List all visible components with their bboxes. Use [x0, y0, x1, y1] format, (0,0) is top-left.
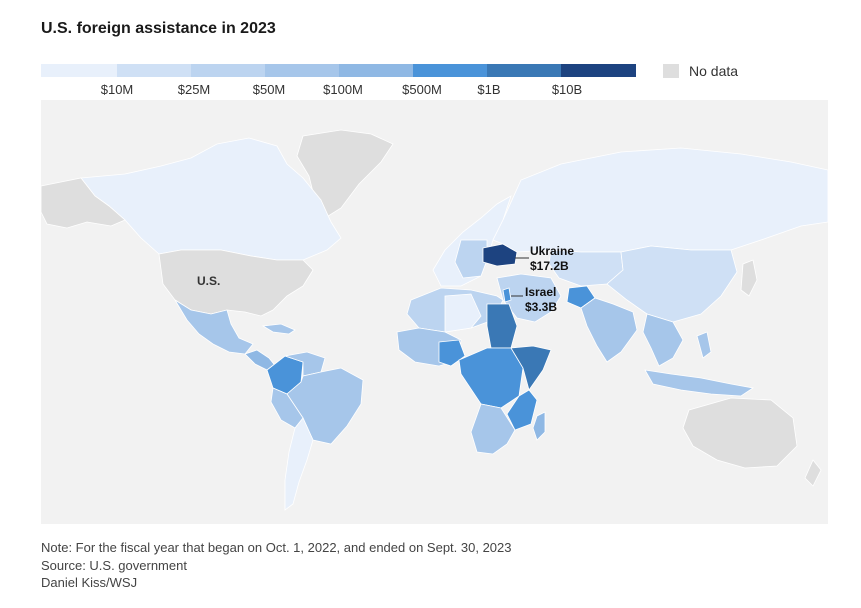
legend-tick: $10B [551, 82, 583, 97]
world-map: U.S. Ukraine $17.2B Israel $3.3B [41, 100, 828, 524]
region-nigeria [438, 339, 466, 367]
region-israel [502, 287, 512, 303]
credit-text: Daniel Kiss/WSJ [41, 575, 138, 590]
israel-name-label: Israel [525, 285, 557, 299]
region-eastern-europe [454, 239, 488, 279]
region-southern-africa [470, 403, 516, 455]
region-japan [740, 259, 758, 297]
legend-bin-8 [561, 64, 636, 77]
usa-label: U.S. [197, 274, 221, 288]
legend-bin-1 [41, 64, 117, 77]
legend-bin-7 [487, 64, 561, 77]
region-caribbean [261, 323, 296, 335]
legend-tick: $50M [252, 82, 286, 97]
region-libya [444, 293, 482, 333]
legend-bin-2 [117, 64, 191, 77]
legend-bin-6 [413, 64, 487, 77]
no-data-label: No data [689, 63, 739, 79]
chart-footnotes: Note: For the fiscal year that began on … [41, 539, 512, 592]
source-text: Source: U.S. government [41, 557, 187, 573]
legend-tick: $10M [100, 82, 134, 97]
world-map-svg [41, 129, 828, 511]
region-southeast-asia [642, 313, 684, 367]
chart-title: U.S. foreign assistance in 2023 [41, 20, 276, 37]
region-alaska [41, 177, 126, 229]
region-east-africa [506, 389, 538, 431]
no-data-swatch [663, 64, 679, 78]
region-greenland [296, 129, 394, 219]
region-china [606, 245, 738, 323]
region-canada [80, 137, 342, 261]
region-madagascar [532, 411, 546, 441]
region-indonesia [644, 369, 755, 397]
region-new-zealand [804, 459, 822, 487]
legend-bin-4 [265, 64, 339, 77]
legend-tick: $100M [323, 82, 363, 97]
region-central-africa [458, 347, 524, 409]
region-philippines [696, 331, 712, 359]
ukraine-name-label: Ukraine [530, 244, 575, 258]
region-south-asia [580, 297, 638, 363]
region-southern-cone [284, 417, 314, 511]
israel-value-label: $3.3B [525, 300, 558, 314]
legend-bin-3 [191, 64, 265, 77]
legend-tick: $1B [477, 82, 501, 97]
ukraine-value-label: $17.2B [530, 259, 569, 273]
region-australia [682, 397, 798, 469]
legend-tick: $25M [177, 82, 211, 97]
region-horn-of-africa [510, 345, 552, 391]
region-russia [492, 147, 828, 253]
legend-tick-labels: $10M $25M $50M $100M $500M $1B $10B [41, 82, 641, 100]
note-text: Note: For the fiscal year that began on … [41, 540, 512, 555]
legend-bin-5 [339, 64, 413, 77]
region-mexico [174, 299, 254, 355]
legend-color-scale [41, 64, 636, 77]
legend-tick: $500M [402, 82, 442, 97]
